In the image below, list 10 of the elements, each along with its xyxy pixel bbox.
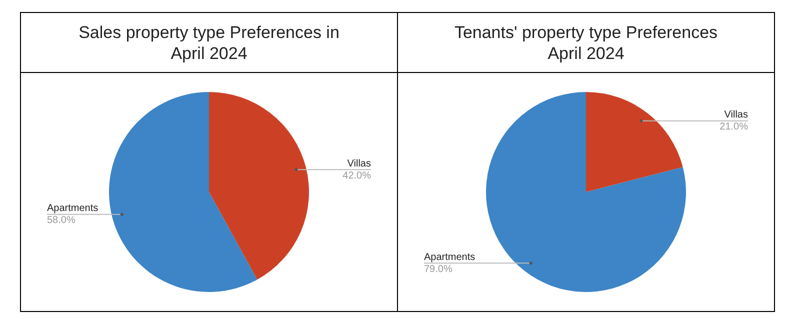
chart-title: Tenants' property type Preferences April 2024 <box>398 13 774 73</box>
data-label: 42.0% <box>342 170 372 182</box>
slice-label: Apartments <box>424 252 476 263</box>
chart-title: Sales property type Preferences in April 2024 <box>21 13 397 73</box>
slice-label: Villas <box>724 110 748 121</box>
data-label: 79.0% <box>424 264 452 275</box>
data-label: 21.0% <box>720 122 748 133</box>
data-label: 58.0% <box>47 215 76 226</box>
slice-label: Villas <box>347 158 371 170</box>
slice-label: Apartments <box>47 203 98 214</box>
